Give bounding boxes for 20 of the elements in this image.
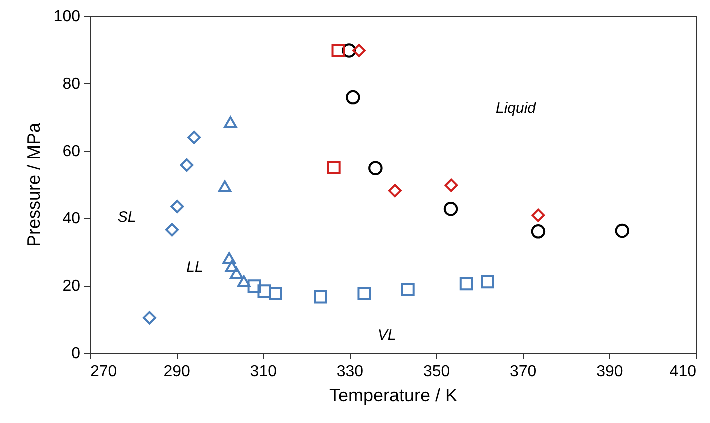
y-tick-label: 40 — [62, 210, 81, 228]
x-axis-title: Temperature / K — [329, 386, 458, 406]
y-tick-label: 60 — [62, 143, 81, 160]
y-tick-label: 80 — [62, 76, 81, 93]
annotation: VL — [378, 327, 396, 344]
y-tick-label: 0 — [72, 346, 81, 362]
annotation: LL — [186, 259, 204, 276]
x-tick-label: 310 — [250, 364, 278, 380]
x-tick-label: 270 — [90, 364, 118, 380]
y-tick-label: 100 — [54, 8, 81, 26]
x-tick-label: 390 — [596, 364, 624, 380]
x-tick-label: 370 — [510, 364, 537, 380]
y-axis-title: Pressure / MPa — [24, 122, 44, 248]
annotation: SL — [118, 209, 136, 226]
x-tick-label: 330 — [336, 364, 364, 380]
x-tick-label: 350 — [423, 364, 450, 380]
annotation: Liquid — [496, 100, 537, 117]
x-tick-label: 410 — [670, 364, 697, 380]
x-tick-label: 290 — [164, 364, 191, 380]
y-tick-label: 20 — [62, 278, 81, 296]
